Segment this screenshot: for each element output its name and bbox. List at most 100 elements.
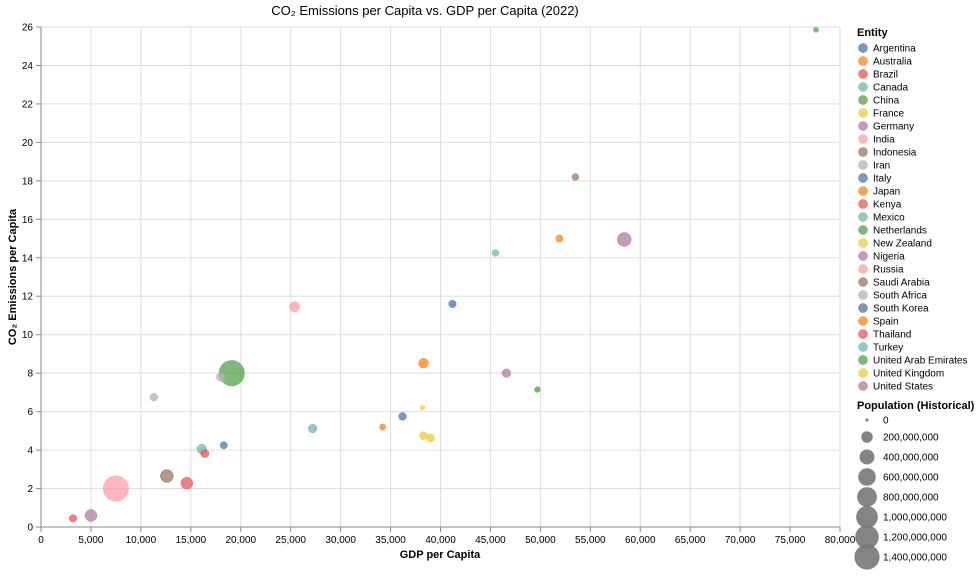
legend-swatch <box>858 69 868 79</box>
data-point-iran[interactable] <box>216 372 226 382</box>
data-point-japan[interactable] <box>418 358 429 369</box>
legend-label: Thailand <box>873 330 911 341</box>
legend-label: Mexico <box>873 213 905 224</box>
x-tick-label: 65,000 <box>675 535 706 546</box>
y-axis-title: CO₂ Emissions per Capita <box>7 208 19 345</box>
data-point-russia[interactable] <box>289 301 301 313</box>
x-tick-label: 0 <box>38 535 44 546</box>
legend-swatch <box>858 368 868 378</box>
legend-swatch <box>858 134 868 144</box>
y-tick-label: 0 <box>27 523 33 534</box>
x-tick-label: 25,000 <box>275 535 306 546</box>
data-point-argentina[interactable] <box>219 441 228 450</box>
size-legend-swatch <box>857 487 877 507</box>
data-point-united-states[interactable] <box>617 232 632 247</box>
legend-swatch <box>858 199 868 209</box>
y-tick-label: 2 <box>27 484 33 495</box>
legend-swatch <box>858 108 868 118</box>
data-point-spain[interactable] <box>555 234 564 243</box>
y-tick-label: 10 <box>22 330 34 341</box>
x-tick-label: 75,000 <box>775 535 806 546</box>
data-point-south-korea[interactable] <box>448 299 457 308</box>
data-point-netherlands[interactable] <box>534 386 541 393</box>
x-axis-title: GDP per Capita <box>400 549 481 561</box>
legend-label: Spain <box>873 317 899 328</box>
legend-label: Iran <box>873 161 890 172</box>
legend-swatch <box>858 121 868 131</box>
color-legend: Entity Argentina Australia Brazil Canada Chi… <box>857 27 968 393</box>
legend-swatch <box>858 238 868 248</box>
data-point-brazil[interactable] <box>180 476 193 490</box>
legend-title: Entity <box>857 27 888 39</box>
x-tick-label: 80,000 <box>825 535 856 546</box>
size-legend-label: 600,000,000 <box>883 473 939 484</box>
data-point-nigeria[interactable] <box>84 509 98 522</box>
size-legend-swatch <box>858 468 876 486</box>
data-point-germany[interactable] <box>501 368 511 378</box>
legend-label: Brazil <box>873 70 898 81</box>
legend-swatch <box>858 355 868 365</box>
data-point-australia[interactable] <box>379 423 386 431</box>
x-tick-label: 60,000 <box>625 535 656 546</box>
legend-label: Italy <box>873 174 891 185</box>
y-tick-label: 16 <box>22 215 34 226</box>
legend-swatch <box>858 290 868 300</box>
x-tick-label: 70,000 <box>725 535 756 546</box>
size-legend-label: 1,200,000,000 <box>883 533 947 544</box>
data-point-italy[interactable] <box>398 412 407 421</box>
size-legend-swatch <box>856 506 878 528</box>
legend-swatch <box>858 43 868 53</box>
data-point-canada[interactable] <box>491 249 500 257</box>
legend-label: New Zealand <box>873 239 932 250</box>
legend-swatch <box>858 277 868 287</box>
legend-swatch <box>858 342 868 352</box>
legend-label: Indonesia <box>873 148 917 159</box>
x-tick-label: 55,000 <box>575 535 606 546</box>
size-legend-swatch <box>865 418 869 422</box>
size-legend-title: Population (Historical) <box>857 400 975 412</box>
y-tick-label: 4 <box>27 446 33 457</box>
data-point-india[interactable] <box>102 475 129 502</box>
legend-label: United Arab Emirates <box>873 356 968 367</box>
legend-label: Turkey <box>873 343 903 354</box>
size-legend-label: 200,000,000 <box>883 433 939 444</box>
y-tick-label: 12 <box>22 292 34 303</box>
size-legend-label: 800,000,000 <box>883 493 939 504</box>
legend-swatch <box>858 212 868 222</box>
legend-label: South Africa <box>873 291 927 302</box>
legend-label: Argentina <box>873 44 916 55</box>
data-point-new-zealand[interactable] <box>420 405 426 411</box>
size-legend-label: 1,400,000,000 <box>883 553 947 564</box>
data-point-indonesia[interactable] <box>160 469 174 483</box>
size-legend-label: 400,000,000 <box>883 453 939 464</box>
y-tick-label: 18 <box>22 176 34 187</box>
data-point-south-africa[interactable] <box>149 393 158 402</box>
y-tick-label: 14 <box>22 253 34 264</box>
legend-label: Russia <box>873 265 904 276</box>
y-tick-label: 20 <box>22 138 34 149</box>
x-tick-label: 45,000 <box>475 535 506 546</box>
axes: 0 5,000 10,000 15,000 20,000 25,000 30,000 35,0… <box>22 23 856 547</box>
x-tick-label: 15,000 <box>176 535 207 546</box>
data-point-saudi-arabia[interactable] <box>571 173 579 181</box>
grid <box>40 26 841 528</box>
data-point-turkey[interactable] <box>308 423 318 434</box>
y-tick-label: 26 <box>22 23 34 34</box>
data-point-france[interactable] <box>419 431 428 440</box>
data-point-united-arab-emirates[interactable] <box>813 27 819 33</box>
legend-label: Japan <box>873 187 900 198</box>
y-tick-label: 22 <box>22 99 34 110</box>
legend-swatch <box>858 186 868 196</box>
legend-label: United Kingdom <box>873 369 944 380</box>
size-legend-label: 0 <box>883 416 889 427</box>
x-tick-label: 10,000 <box>126 535 157 546</box>
y-tick-label: 6 <box>27 407 33 418</box>
legend-label: United States <box>873 382 933 393</box>
data-point-thailand[interactable] <box>200 449 210 458</box>
legend-swatch <box>858 316 868 326</box>
data-point-kenya[interactable] <box>68 514 77 523</box>
x-tick-label: 40,000 <box>425 535 456 546</box>
legend-swatch <box>858 82 868 92</box>
legend-label: Germany <box>873 122 914 133</box>
